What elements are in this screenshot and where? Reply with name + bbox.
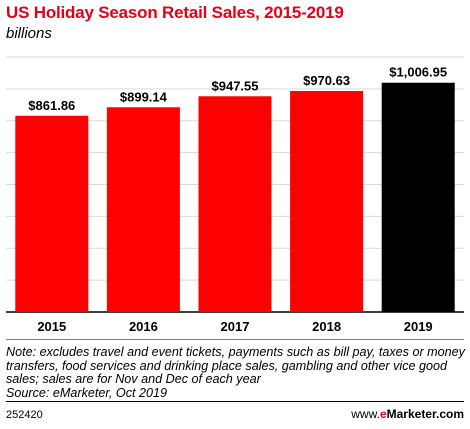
chart-subtitle: billions	[6, 25, 52, 42]
brand-rest: Marketer.com	[386, 407, 464, 421]
bar-2016	[106, 107, 180, 312]
bar-2015	[15, 115, 89, 312]
x-tick-label-2018: 2018	[312, 319, 341, 334]
bar-2017	[198, 96, 272, 312]
chart-note: Note: excludes travel and event tickets,…	[6, 345, 466, 400]
footer-divider	[6, 401, 464, 402]
bar-2018	[290, 91, 364, 312]
brand-logo[interactable]: www.eMarketer.com	[351, 407, 464, 421]
data-label-2017: $947.55	[212, 78, 259, 93]
x-tick-label-2015: 2015	[37, 319, 66, 334]
data-label-2016: $899.14	[120, 89, 168, 104]
x-tick-label-2016: 2016	[129, 319, 158, 334]
data-label-2019: $1,006.95	[389, 65, 447, 80]
data-label-2018: $970.63	[303, 73, 350, 88]
brand-prefix: www.	[351, 407, 380, 421]
x-tick-label-2017: 2017	[221, 319, 250, 334]
x-tick-label-2019: 2019	[404, 319, 433, 334]
data-label-2015: $861.86	[28, 98, 75, 113]
bar-chart: $861.86 2015 $899.14 2016 $947.55 2017 $970.63…	[6, 56, 464, 340]
note-text: Note: excludes travel and event tickets,…	[6, 345, 465, 387]
bar-2019	[381, 82, 455, 312]
source-text: Source: eMarketer, Oct 2019	[6, 385, 168, 400]
chart-title: US Holiday Season Retail Sales, 2015-201…	[6, 3, 344, 22]
chart-id: 252420	[6, 409, 43, 421]
brand-e: e	[379, 407, 387, 421]
